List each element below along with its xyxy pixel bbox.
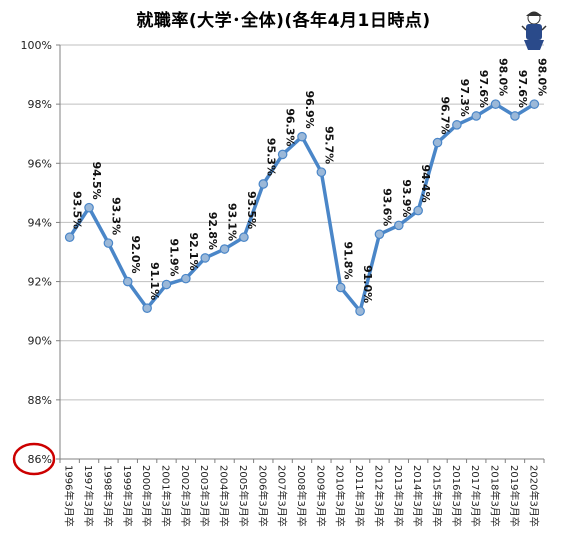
- x-tick-label: 1999年3月卒: [121, 465, 134, 527]
- data-label: 94.4%: [419, 164, 432, 202]
- mascot-icon: [521, 11, 547, 50]
- data-point: [297, 131, 307, 142]
- data-point: [103, 238, 114, 248]
- data-point: [374, 229, 385, 240]
- data-label: 97.6%: [477, 70, 490, 108]
- data-label: 91.1%: [148, 262, 161, 300]
- data-point: [161, 279, 172, 290]
- data-label: 92.8%: [206, 212, 219, 250]
- x-tick-label: 2004年3月卒: [218, 465, 231, 527]
- series-layer: [64, 99, 540, 316]
- data-point: [490, 99, 501, 109]
- chart-title: 就職率(大学･全体)(各年4月1日時点): [136, 11, 431, 31]
- data-point: [413, 205, 423, 216]
- x-tick-label: 2000年3月卒: [140, 465, 153, 527]
- y-tick-labels: 86% 88% 90% 92% 94% 96% 98% 100%: [21, 39, 52, 466]
- y-tick-label: 86%: [28, 453, 52, 466]
- data-point: [219, 244, 230, 254]
- data-point: [316, 167, 327, 177]
- data-label: 92.0%: [129, 235, 142, 273]
- x-tick-labels: 1996年3月卒 1997年3月卒 1998年3月卒 1999年3月卒 2000年3月卒…: [63, 465, 541, 527]
- x-tick-label: 2013年3月卒: [392, 465, 405, 527]
- y-tick-label: 98%: [28, 98, 52, 111]
- data-point: [452, 120, 462, 130]
- data-point: [393, 220, 404, 231]
- data-label: 98.0%: [535, 58, 548, 96]
- axis-layer: [56, 44, 545, 463]
- x-tick-label: 2019年3月卒: [508, 465, 521, 527]
- data-label: 98.0%: [497, 58, 510, 96]
- data-label: 93.5%: [71, 191, 84, 229]
- data-point: [355, 306, 365, 316]
- x-tick-label: 2009年3月卒: [314, 465, 327, 527]
- data-label: 96.9%: [303, 90, 316, 128]
- data-label: 94.5%: [90, 161, 103, 199]
- data-point: [84, 202, 94, 213]
- x-tick-label: 2001年3月卒: [159, 465, 172, 527]
- x-tick-label: 2007年3月卒: [276, 465, 289, 527]
- x-tick-label: 1997年3月卒: [82, 465, 95, 527]
- y-tick-label: 100%: [21, 39, 52, 52]
- data-point: [122, 276, 133, 287]
- data-label: 95.7%: [322, 126, 335, 164]
- data-point: [239, 232, 249, 243]
- data-label: 91.0%: [361, 265, 374, 303]
- data-point: [277, 149, 288, 160]
- x-tick-label: 2018年3月卒: [489, 465, 502, 527]
- data-label: 95.3%: [264, 138, 277, 176]
- x-tick-label: 2012年3月卒: [372, 465, 385, 527]
- data-label: 97.6%: [516, 70, 529, 108]
- data-point: [142, 303, 152, 313]
- grid-layer: [60, 44, 544, 401]
- axis-highlight-circle: [12, 442, 56, 476]
- data-label: 91.9%: [167, 238, 180, 276]
- y-tick-label: 94%: [28, 216, 52, 229]
- x-tick-label: 2006年3月卒: [256, 465, 269, 527]
- data-label: 93.1%: [226, 203, 239, 241]
- data-label-layer: 93.5% 94.5% 93.3% 92.0% 91.1% 91.9% 92.1% 92.8%…: [71, 58, 549, 303]
- x-tick-label: 2010年3月卒: [334, 465, 347, 527]
- data-point: [200, 253, 210, 263]
- data-label: 97.3%: [458, 79, 471, 117]
- data-label: 92.1%: [187, 232, 200, 270]
- x-tick-label: 2008年3月卒: [295, 465, 308, 527]
- data-label: 93.3%: [109, 197, 122, 235]
- y-tick-label: 90%: [28, 335, 52, 348]
- x-tick-label: 2016年3月卒: [450, 465, 463, 527]
- data-label: 96.7%: [439, 96, 452, 134]
- x-tick-label: 2005年3月卒: [237, 465, 250, 527]
- data-label: 91.8%: [342, 241, 355, 279]
- data-label: 93.5%: [245, 191, 258, 229]
- data-label: 93.6%: [380, 188, 393, 226]
- x-tick-label: 2003年3月卒: [198, 465, 211, 527]
- highlight-layer: [12, 442, 56, 476]
- data-point: [471, 111, 482, 121]
- data-point: [529, 99, 540, 109]
- x-tick-label: 2017年3月卒: [469, 465, 482, 527]
- x-tick-label: 2020年3月卒: [527, 465, 540, 527]
- data-point: [64, 232, 75, 243]
- data-label: 96.3%: [284, 108, 297, 146]
- y-tick-label: 96%: [28, 157, 52, 170]
- x-tick-label: 2002年3月卒: [179, 465, 192, 527]
- x-tick-label: 1998年3月卒: [101, 465, 114, 527]
- x-tick-label: 2015年3月卒: [431, 465, 444, 527]
- y-tick-label: 92%: [28, 276, 52, 289]
- x-tick-label: 2014年3月卒: [411, 465, 424, 527]
- data-point: [335, 282, 346, 293]
- data-point: [510, 111, 520, 121]
- x-tick-label: 1996年3月卒: [63, 465, 76, 527]
- data-point: [258, 179, 269, 189]
- data-label: 93.9%: [400, 179, 413, 217]
- data-point: [432, 137, 443, 148]
- data-point: [181, 273, 191, 284]
- y-tick-label: 88%: [28, 394, 52, 407]
- x-tick-label: 2011年3月卒: [353, 465, 366, 527]
